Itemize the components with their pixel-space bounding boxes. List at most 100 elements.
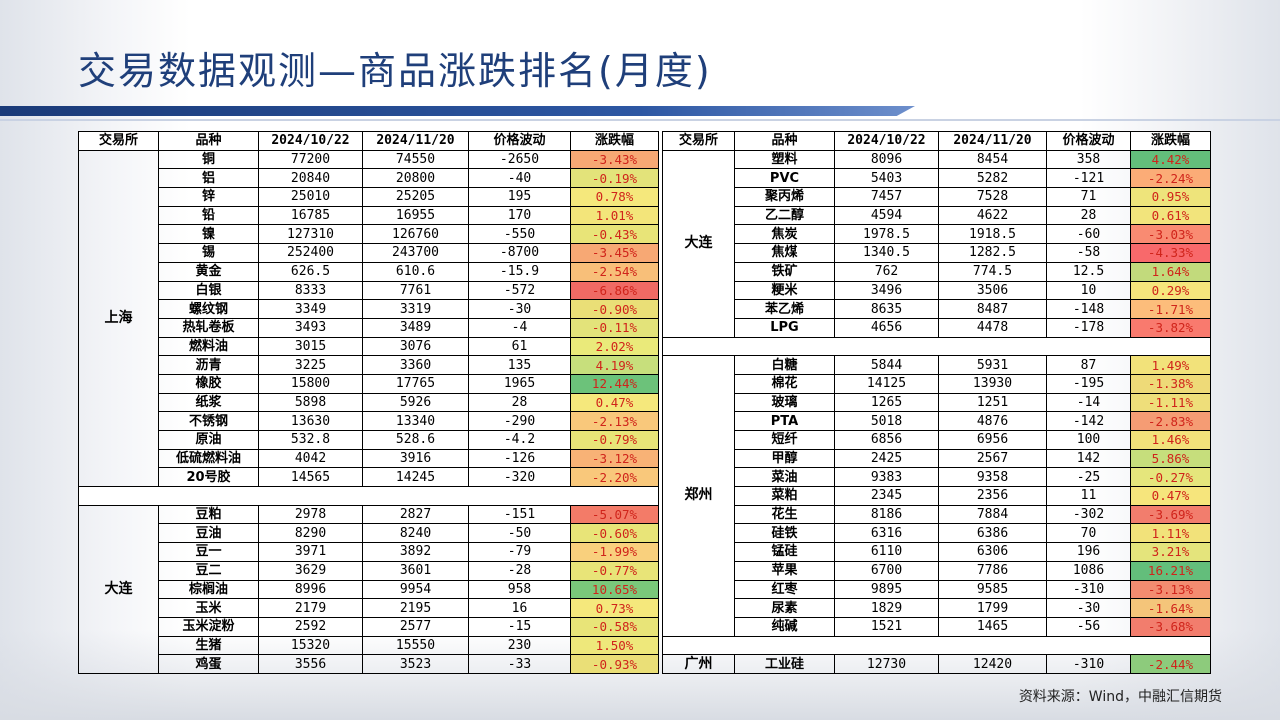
price-change-cell: 142 — [1046, 448, 1131, 469]
variety-cell: 玻璃 — [734, 392, 835, 413]
variety-cell: 焦炭 — [734, 224, 835, 245]
price-date-2-cell: 3916 — [362, 448, 469, 469]
percent-change-cell: 1.49% — [1130, 355, 1211, 375]
price-change-cell: -195 — [1046, 373, 1131, 394]
percent-change-cell: -3.43% — [570, 149, 659, 170]
percent-change-cell: -3.13% — [1130, 579, 1211, 600]
variety-cell: 铅 — [158, 205, 259, 226]
variety-cell: 棕榈油 — [158, 579, 259, 600]
price-change-cell: -14 — [1046, 392, 1131, 413]
price-date-1-cell: 77200 — [258, 149, 363, 170]
price-date-2-cell: 774.5 — [938, 261, 1047, 282]
price-date-2-cell: 4478 — [938, 317, 1047, 338]
price-change-cell: 87 — [1046, 355, 1131, 375]
exchange-cell: 郑州 — [662, 355, 735, 637]
price-change-cell: -30 — [1046, 598, 1131, 618]
price-change-cell: 358 — [1046, 149, 1131, 170]
price-date-1-cell: 3556 — [258, 654, 363, 674]
table-row: 镍 127310 126760 -550 -0.43% — [79, 224, 659, 245]
price-date-2-cell: 8240 — [362, 523, 469, 544]
percent-change-cell: -0.93% — [570, 654, 659, 674]
table-row: 苹果 6700 7786 1086 16.21% — [663, 560, 1211, 581]
percent-change-cell: 3.21% — [1130, 542, 1211, 562]
variety-cell: 菜粕 — [734, 486, 835, 506]
header-price-change: 价格波动 — [1046, 131, 1131, 151]
price-date-1-cell: 3349 — [258, 299, 363, 319]
price-change-cell: -310 — [1046, 654, 1131, 674]
header-percent-change: 涨跌幅 — [1130, 131, 1211, 151]
percent-change-cell: -0.60% — [570, 523, 659, 544]
price-date-2-cell: 15550 — [362, 635, 469, 656]
price-date-1-cell: 5844 — [834, 355, 939, 375]
table-row: 菜油 9383 9358 -25 -0.27% — [663, 467, 1211, 488]
price-change-cell: 170 — [468, 205, 571, 226]
percent-change-cell: -2.13% — [570, 411, 659, 431]
price-date-2-cell: 243700 — [362, 243, 469, 263]
table-row: 甲醇 2425 2567 142 5.86% — [663, 448, 1211, 469]
price-date-2-cell: 5282 — [938, 168, 1047, 189]
price-date-2-cell: 6386 — [938, 523, 1047, 544]
separator-cell — [662, 336, 1211, 357]
variety-cell: 聚丙烯 — [734, 187, 835, 207]
page-title: 交易数据观测—商品涨跌排名(月度) — [78, 49, 712, 93]
price-date-2-cell: 5931 — [938, 355, 1047, 375]
variety-cell: LPG — [734, 317, 835, 338]
price-date-2-cell: 13340 — [362, 411, 469, 431]
price-change-cell: -320 — [468, 467, 571, 488]
price-date-2-cell: 1465 — [938, 616, 1047, 637]
table-row: 豆油 8290 8240 -50 -0.60% — [79, 523, 659, 544]
exchange-cell: 上海 — [78, 149, 159, 488]
price-date-1-cell: 127310 — [258, 224, 363, 245]
title-underline-bar — [0, 106, 915, 116]
table-row: 豆一 3971 3892 -79 -1.99% — [79, 542, 659, 562]
price-date-1-cell: 5403 — [834, 168, 939, 189]
price-date-2-cell: 2195 — [362, 598, 469, 618]
percent-change-cell: -1.99% — [570, 542, 659, 562]
price-change-cell: -151 — [468, 504, 571, 525]
table-row: 红枣 9895 9585 -310 -3.13% — [663, 579, 1211, 600]
price-date-2-cell: 1251 — [938, 392, 1047, 413]
price-date-1-cell: 8186 — [834, 504, 939, 525]
percent-change-cell: -0.79% — [570, 430, 659, 450]
price-date-1-cell: 252400 — [258, 243, 363, 263]
variety-cell: 锡 — [158, 243, 259, 263]
table-row: 玉米淀粉 2592 2577 -15 -0.58% — [79, 616, 659, 637]
percent-change-cell: -3.69% — [1130, 504, 1211, 525]
price-change-cell: -550 — [468, 224, 571, 245]
percent-change-cell: -2.44% — [1130, 654, 1211, 674]
variety-cell: 鸡蛋 — [158, 654, 259, 674]
price-change-cell: -28 — [468, 560, 571, 581]
price-date-1-cell: 5898 — [258, 392, 363, 413]
percent-change-cell: 16.21% — [1130, 560, 1211, 581]
table-row: LPG 4656 4478 -178 -3.82% — [663, 317, 1211, 338]
price-date-2-cell: 1918.5 — [938, 224, 1047, 245]
variety-cell: 玉米淀粉 — [158, 616, 259, 637]
price-date-1-cell: 9383 — [834, 467, 939, 488]
percent-change-cell: 4.42% — [1130, 149, 1211, 170]
price-date-1-cell: 13630 — [258, 411, 363, 431]
variety-cell: 黄金 — [158, 261, 259, 282]
variety-cell: 硅铁 — [734, 523, 835, 544]
percent-change-cell: -0.27% — [1130, 467, 1211, 488]
price-change-cell: -50 — [468, 523, 571, 544]
price-change-cell: 195 — [468, 187, 571, 207]
price-change-cell: 16 — [468, 598, 571, 618]
variety-cell: 原油 — [158, 430, 259, 450]
variety-cell: 铝 — [158, 168, 259, 189]
percent-change-cell: -3.03% — [1130, 224, 1211, 245]
price-date-1-cell: 6700 — [834, 560, 939, 581]
percent-change-cell: 0.47% — [570, 392, 659, 413]
price-date-2-cell: 3076 — [362, 336, 469, 357]
percent-change-cell: 1.50% — [570, 635, 659, 656]
price-change-cell: -33 — [468, 654, 571, 674]
percent-change-cell: 1.46% — [1130, 430, 1211, 450]
price-date-2-cell: 3360 — [362, 355, 469, 375]
price-change-cell: 28 — [1046, 205, 1131, 226]
variety-cell: 沥青 — [158, 355, 259, 375]
price-date-1-cell: 762 — [834, 261, 939, 282]
table-header-row: 交易所 品种 2024/10/22 2024/11/20 价格波动 涨跌幅 — [662, 131, 1211, 151]
table-row: 郑州 白糖 5844 5931 87 1.49% — [662, 355, 1211, 637]
price-date-1-cell: 20840 — [258, 168, 363, 189]
price-date-1-cell: 4042 — [258, 448, 363, 469]
exchange-cell: 大连 — [78, 504, 159, 674]
